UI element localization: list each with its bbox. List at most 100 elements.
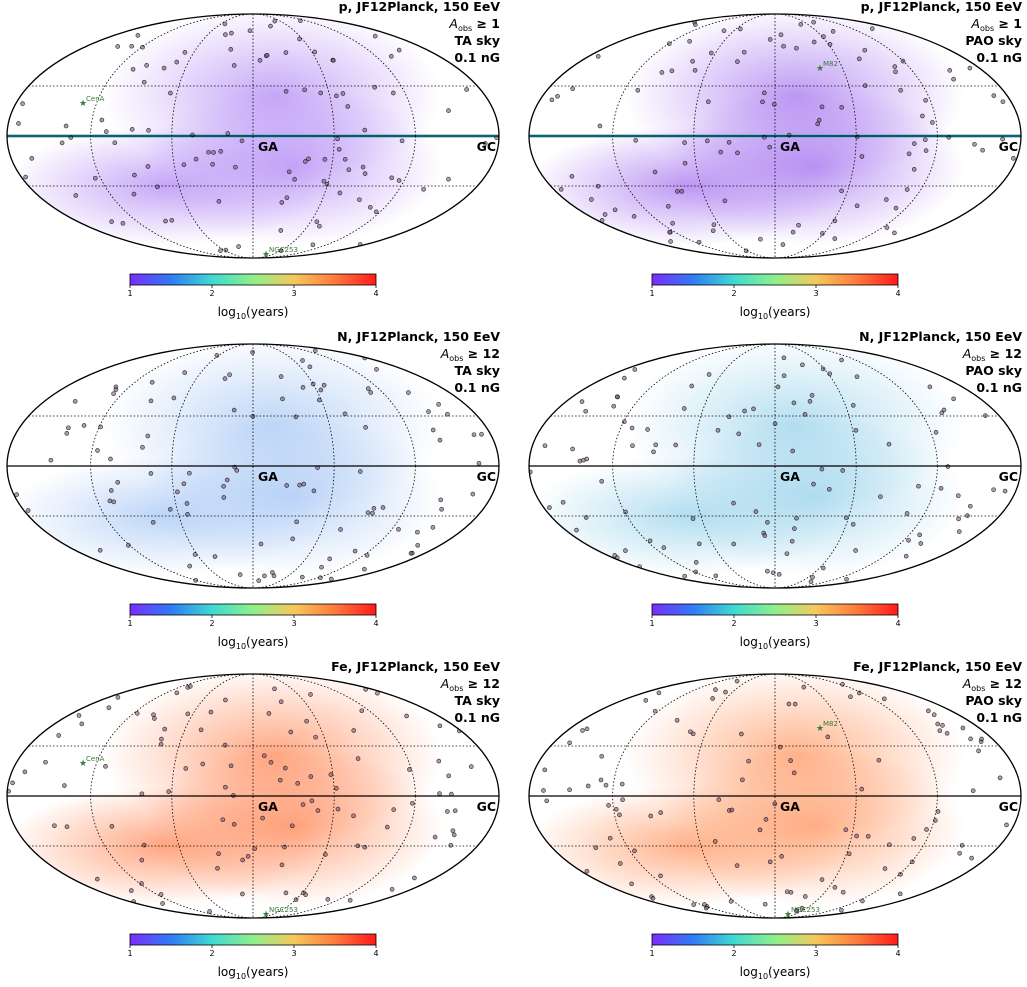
event-point [617, 861, 623, 866]
event-point [909, 859, 915, 865]
gc-label: GC [477, 469, 496, 484]
event-point [840, 889, 846, 895]
event-point [152, 716, 157, 721]
event-point [854, 203, 860, 209]
event-point [264, 52, 270, 58]
event-point [862, 47, 868, 53]
gc-label: GC [477, 139, 496, 154]
event-point [308, 774, 314, 779]
source-label: CenA [86, 755, 105, 763]
event-point [584, 726, 590, 732]
event-point [289, 823, 295, 829]
event-point [79, 721, 85, 727]
event-point [884, 225, 890, 230]
event-point [584, 456, 590, 462]
colorbar [129, 933, 377, 946]
event-point [288, 729, 294, 735]
event-point [370, 510, 375, 516]
event-point [788, 758, 793, 763]
event-point [155, 184, 160, 190]
event-point [328, 772, 334, 777]
event-point [690, 516, 696, 521]
event-point [43, 759, 48, 765]
event-point [682, 160, 688, 166]
event-point [95, 448, 100, 453]
event-point [791, 770, 797, 776]
event-point [969, 855, 974, 861]
event-point [323, 852, 328, 857]
event-point [236, 244, 241, 249]
event-point [775, 384, 781, 390]
event-point [810, 574, 815, 580]
event-point [430, 427, 436, 433]
ga-label: GA [258, 799, 278, 814]
event-point [715, 427, 721, 433]
event-point [789, 538, 795, 544]
event-point [218, 149, 224, 154]
event-point [723, 689, 728, 695]
event-point [972, 141, 977, 147]
map-border [528, 343, 1022, 589]
event-point [231, 821, 237, 827]
event-point [892, 230, 897, 236]
event-point [432, 834, 438, 840]
event-point [811, 39, 817, 45]
event-point [283, 88, 289, 94]
event-point [693, 569, 699, 575]
event-point [757, 827, 763, 833]
event-point [321, 178, 327, 184]
event-point [726, 414, 732, 420]
ga-label: GA [780, 469, 800, 484]
event-point [820, 231, 825, 236]
event-point [286, 169, 292, 175]
event-point [792, 526, 797, 531]
event-point [184, 501, 190, 506]
event-point [278, 374, 284, 379]
event-point [237, 572, 243, 577]
event-point [290, 536, 296, 542]
event-point [76, 713, 82, 718]
event-point [968, 736, 973, 742]
map-border [528, 673, 1022, 919]
event-point [181, 481, 187, 487]
event-point [108, 488, 114, 493]
event-point [997, 775, 1003, 781]
event-point [368, 390, 374, 395]
event-point [692, 67, 698, 73]
event-point [313, 734, 318, 740]
event-point [647, 538, 653, 544]
event-point [439, 506, 444, 512]
event-point [882, 866, 888, 871]
event-point [295, 781, 301, 786]
colorbar [651, 933, 899, 946]
event-point [853, 427, 859, 433]
event-point [182, 50, 188, 55]
event-point [198, 727, 204, 733]
event-point [796, 222, 801, 228]
event-point [726, 139, 732, 145]
event-point [711, 222, 717, 228]
panel-title: Fe, JF12Planck, 150 EeV [331, 659, 500, 674]
event-point [174, 59, 180, 65]
panel-title: N, JF12Planck, 150 EeV [859, 329, 1022, 344]
event-point [623, 548, 628, 553]
sky-map [529, 344, 1021, 588]
event-point [52, 823, 57, 829]
event-point [14, 492, 19, 497]
event-point [567, 740, 572, 746]
event-point [438, 497, 444, 503]
event-point [771, 101, 777, 107]
event-point [687, 38, 692, 44]
colorbar-label: log10(years) [218, 305, 289, 321]
event-point [1002, 488, 1008, 494]
event-point [650, 896, 656, 901]
event-point [309, 798, 315, 804]
event-point [141, 79, 147, 85]
event-point [716, 797, 722, 802]
event-point [653, 442, 659, 448]
event-point [658, 873, 663, 879]
event-point [300, 358, 305, 363]
event-point [898, 871, 903, 877]
event-point [622, 375, 627, 381]
